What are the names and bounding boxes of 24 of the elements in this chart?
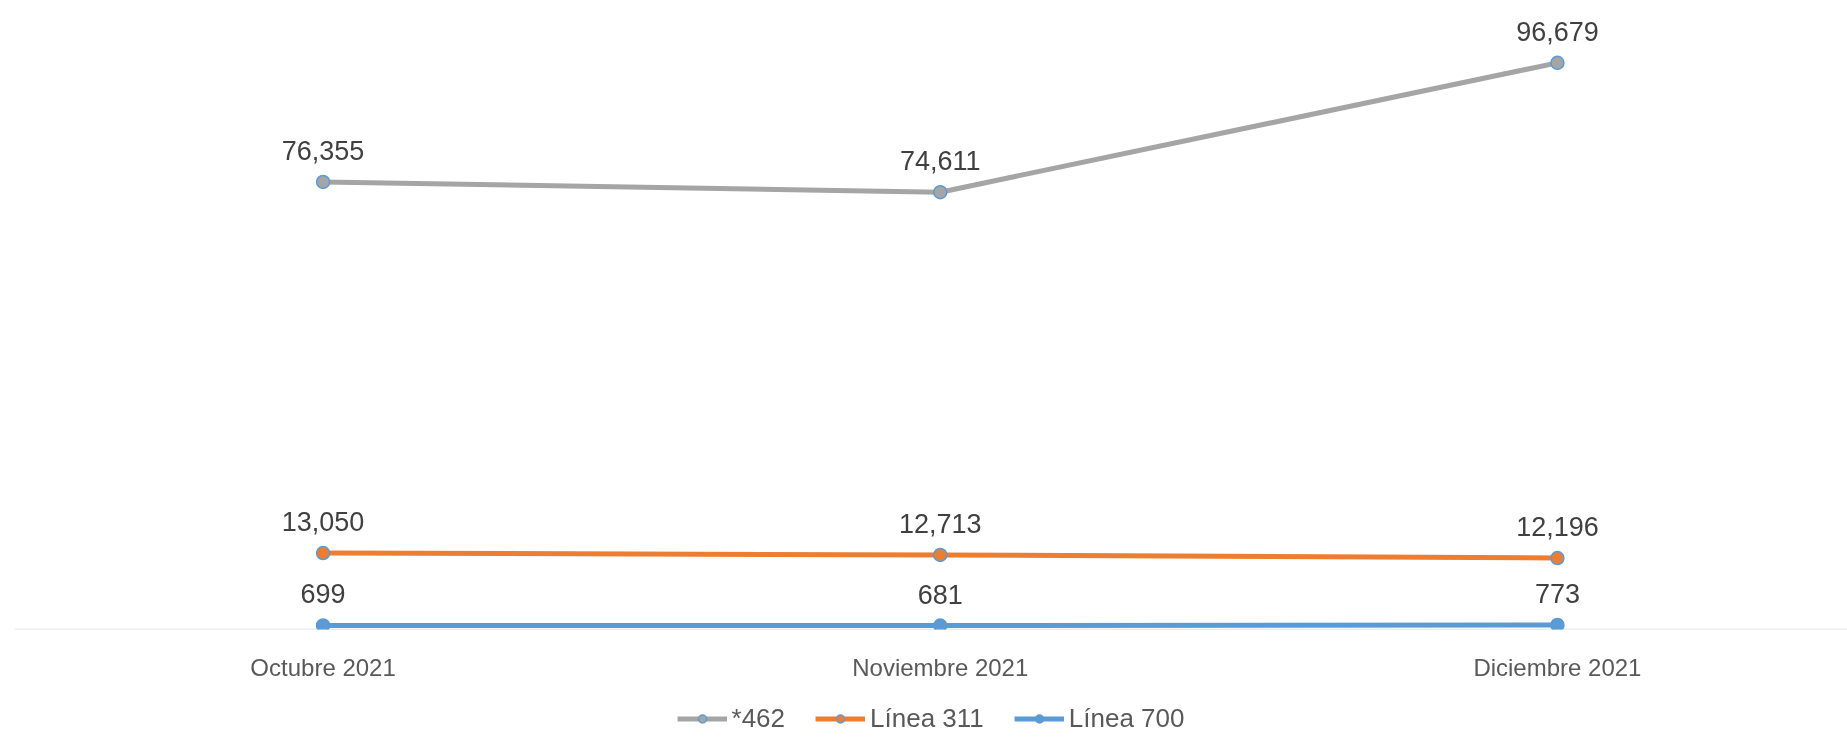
- data-label: 13,050: [281, 507, 365, 538]
- data-label: 681: [917, 579, 963, 610]
- legend-label: *462: [731, 702, 786, 734]
- point: [1550, 55, 1565, 71]
- data-label: 74,611: [899, 146, 981, 177]
- point: [933, 547, 948, 563]
- x-tick-label: Diciembre 2021: [1473, 653, 1642, 681]
- point: [1550, 617, 1565, 630]
- x-tick-label: Noviembre 2021: [852, 653, 1029, 681]
- point: [315, 174, 331, 190]
- point: [315, 618, 331, 630]
- x-tick-label: Octubre 2021: [250, 653, 396, 681]
- point: [933, 618, 948, 630]
- data-label: 12,196: [1516, 512, 1599, 543]
- point: [315, 545, 331, 561]
- legend-label: Línea 311: [870, 702, 984, 734]
- data-label: 76,355: [281, 135, 365, 166]
- data-label: 773: [1534, 578, 1580, 609]
- data-label: 96,679: [1516, 16, 1599, 47]
- legend-label: Línea 700: [1068, 702, 1185, 734]
- point: [1550, 550, 1565, 566]
- point: [933, 184, 948, 200]
- data-label: 12,713: [898, 508, 982, 539]
- data-label: 699: [300, 579, 346, 610]
